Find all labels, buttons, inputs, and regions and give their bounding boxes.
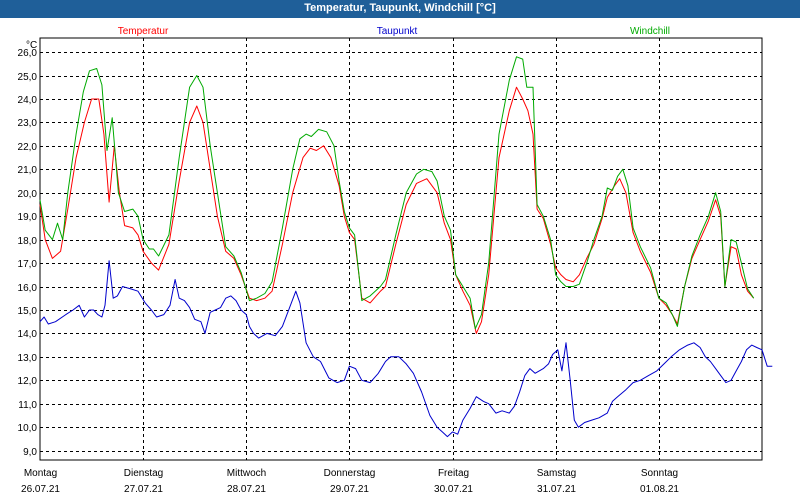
chart-title: Temperatur, Taupunkt, Windchill [°C]: [0, 0, 800, 18]
x-tick-day: Samstag: [537, 468, 576, 479]
x-tick-date: 29.07.21: [330, 484, 369, 495]
legend-windchill: Windchill: [630, 26, 670, 37]
y-tick-label: 11,0: [18, 400, 37, 411]
y-tick-label: 10,0: [18, 423, 38, 434]
y-tick-label: 19,0: [18, 212, 38, 223]
y-tick-label: 23,0: [18, 118, 38, 129]
series-line-windchill: [39, 56, 755, 330]
x-tick-day: Dienstag: [124, 468, 163, 479]
y-tick-label: 22,0: [18, 142, 38, 153]
x-tick-day: Sonntag: [641, 468, 678, 479]
y-tick-label: 16,0: [18, 283, 38, 294]
series-line-taupunkt: [39, 260, 773, 438]
series-line-temperatur: [39, 86, 755, 334]
y-axis-label: °C: [26, 40, 37, 51]
y-tick-label: 15,0: [18, 306, 38, 317]
x-tick-date: 31.07.21: [537, 484, 576, 495]
y-tick-label: 20,0: [18, 189, 38, 200]
y-tick-label: 25,0: [18, 72, 38, 83]
x-tick-date: 26.07.21: [21, 484, 60, 495]
y-tick-label: 9,0: [23, 447, 37, 458]
y-tick-label: 14,0: [18, 329, 38, 340]
x-tick-day: Montag: [24, 468, 57, 479]
legend-taupunkt: Taupunkt: [377, 26, 418, 37]
plot-area: [39, 37, 763, 461]
x-tick-day: Freitag: [438, 468, 469, 479]
y-tick-label: 17,0: [18, 259, 38, 270]
x-tick-day: Donnerstag: [324, 468, 376, 479]
y-tick-label: 13,0: [18, 353, 38, 364]
y-tick-label: 18,0: [18, 236, 38, 247]
x-tick-date: 27.07.21: [124, 484, 163, 495]
x-tick-date: 28.07.21: [227, 484, 266, 495]
x-tick-day: Mittwoch: [227, 468, 266, 479]
y-tick-label: 12,0: [18, 376, 38, 387]
y-tick-label: 24,0: [18, 95, 38, 106]
x-tick-date: 30.07.21: [434, 484, 473, 495]
legend-temperatur: Temperatur: [118, 26, 169, 37]
y-tick-label: 26,0: [18, 48, 38, 59]
x-tick-date: 01.08.21: [640, 484, 679, 495]
y-tick-label: 21,0: [18, 165, 38, 176]
